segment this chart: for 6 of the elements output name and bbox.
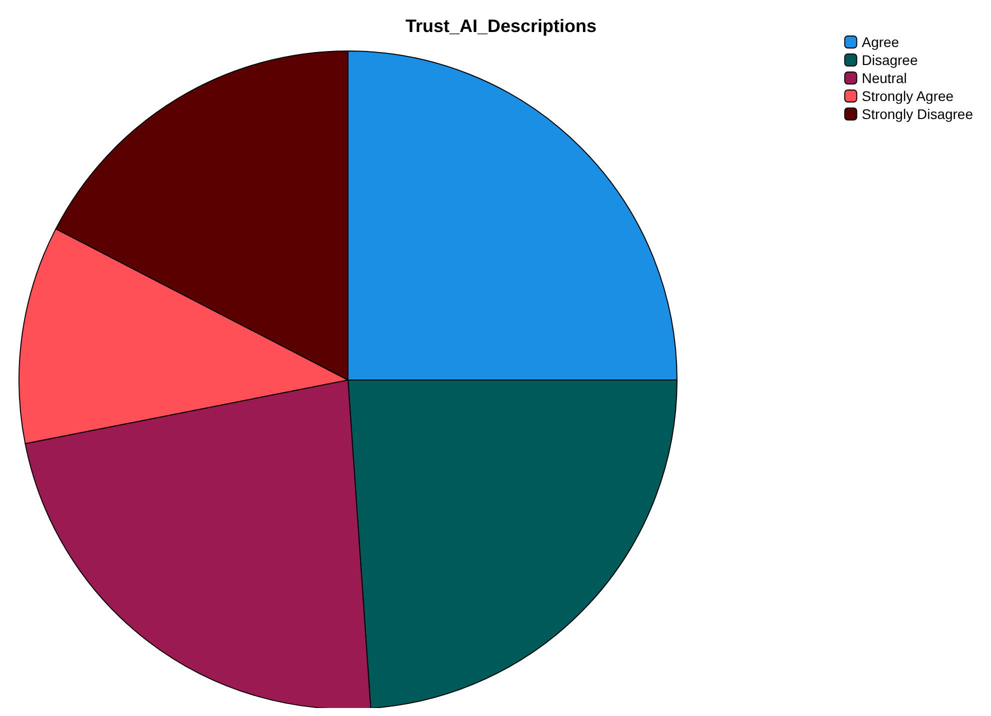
legend-label: Disagree bbox=[862, 52, 918, 68]
legend-label: Agree bbox=[862, 34, 900, 50]
legend-label: Neutral bbox=[862, 70, 907, 86]
chart-title: Trust_AI_Descriptions bbox=[405, 16, 597, 36]
legend-label: Strongly Disagree bbox=[862, 106, 974, 122]
legend-label: Strongly Agree bbox=[862, 88, 954, 104]
